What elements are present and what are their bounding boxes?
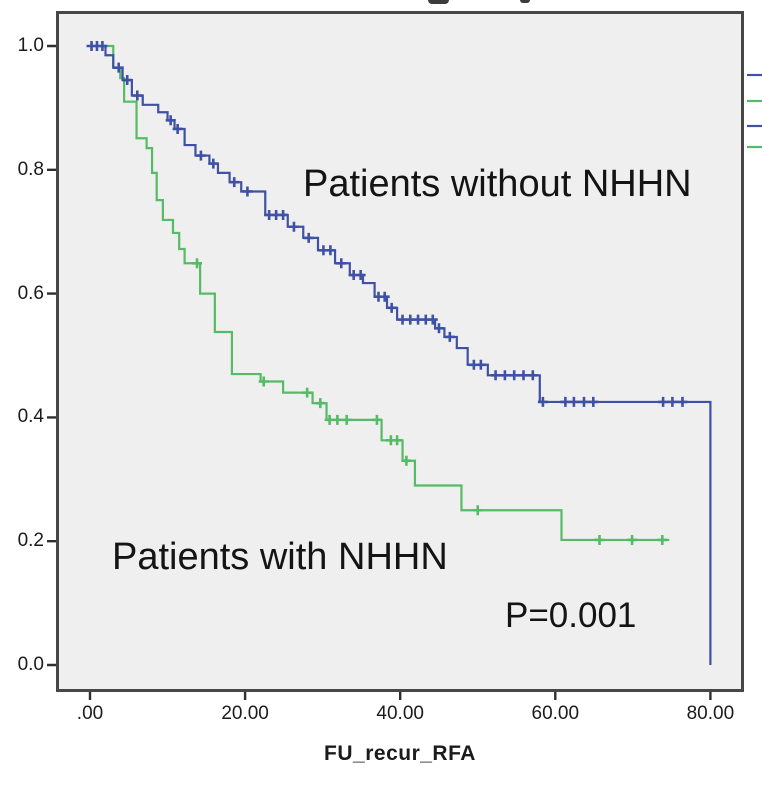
- plot-area: [56, 11, 744, 692]
- x-axis-tick-label: .00: [76, 703, 104, 724]
- y-axis-tick-label: 0.8: [17, 158, 44, 180]
- cropped-title-fragment: [428, 0, 449, 4]
- y-axis-tick-label: 0.0: [17, 654, 44, 675]
- y-axis-tick-label: 0.4: [17, 406, 44, 428]
- cropped-title-fragment: [520, 0, 530, 3]
- x-axis-tick-label: 20.00: [221, 703, 269, 724]
- x-axis-tick-label: 60.00: [531, 703, 580, 724]
- p-value-label: P=0.001: [505, 596, 637, 635]
- y-axis-tick-label: 0.6: [17, 282, 44, 304]
- x-axis-tick-label: 40.00: [376, 703, 424, 724]
- y-axis-tick-label: 0.2: [17, 530, 44, 552]
- x-axis-tick-label: 80.00: [686, 703, 735, 724]
- annotation-without-nhhn: Patients without NHHN: [303, 163, 692, 205]
- y-axis-tick-label: 1.0: [17, 35, 44, 56]
- annotation-with-nhhn: Patients with NHHN: [112, 536, 448, 578]
- x-axis-title: FU_recur_RFA: [324, 742, 476, 765]
